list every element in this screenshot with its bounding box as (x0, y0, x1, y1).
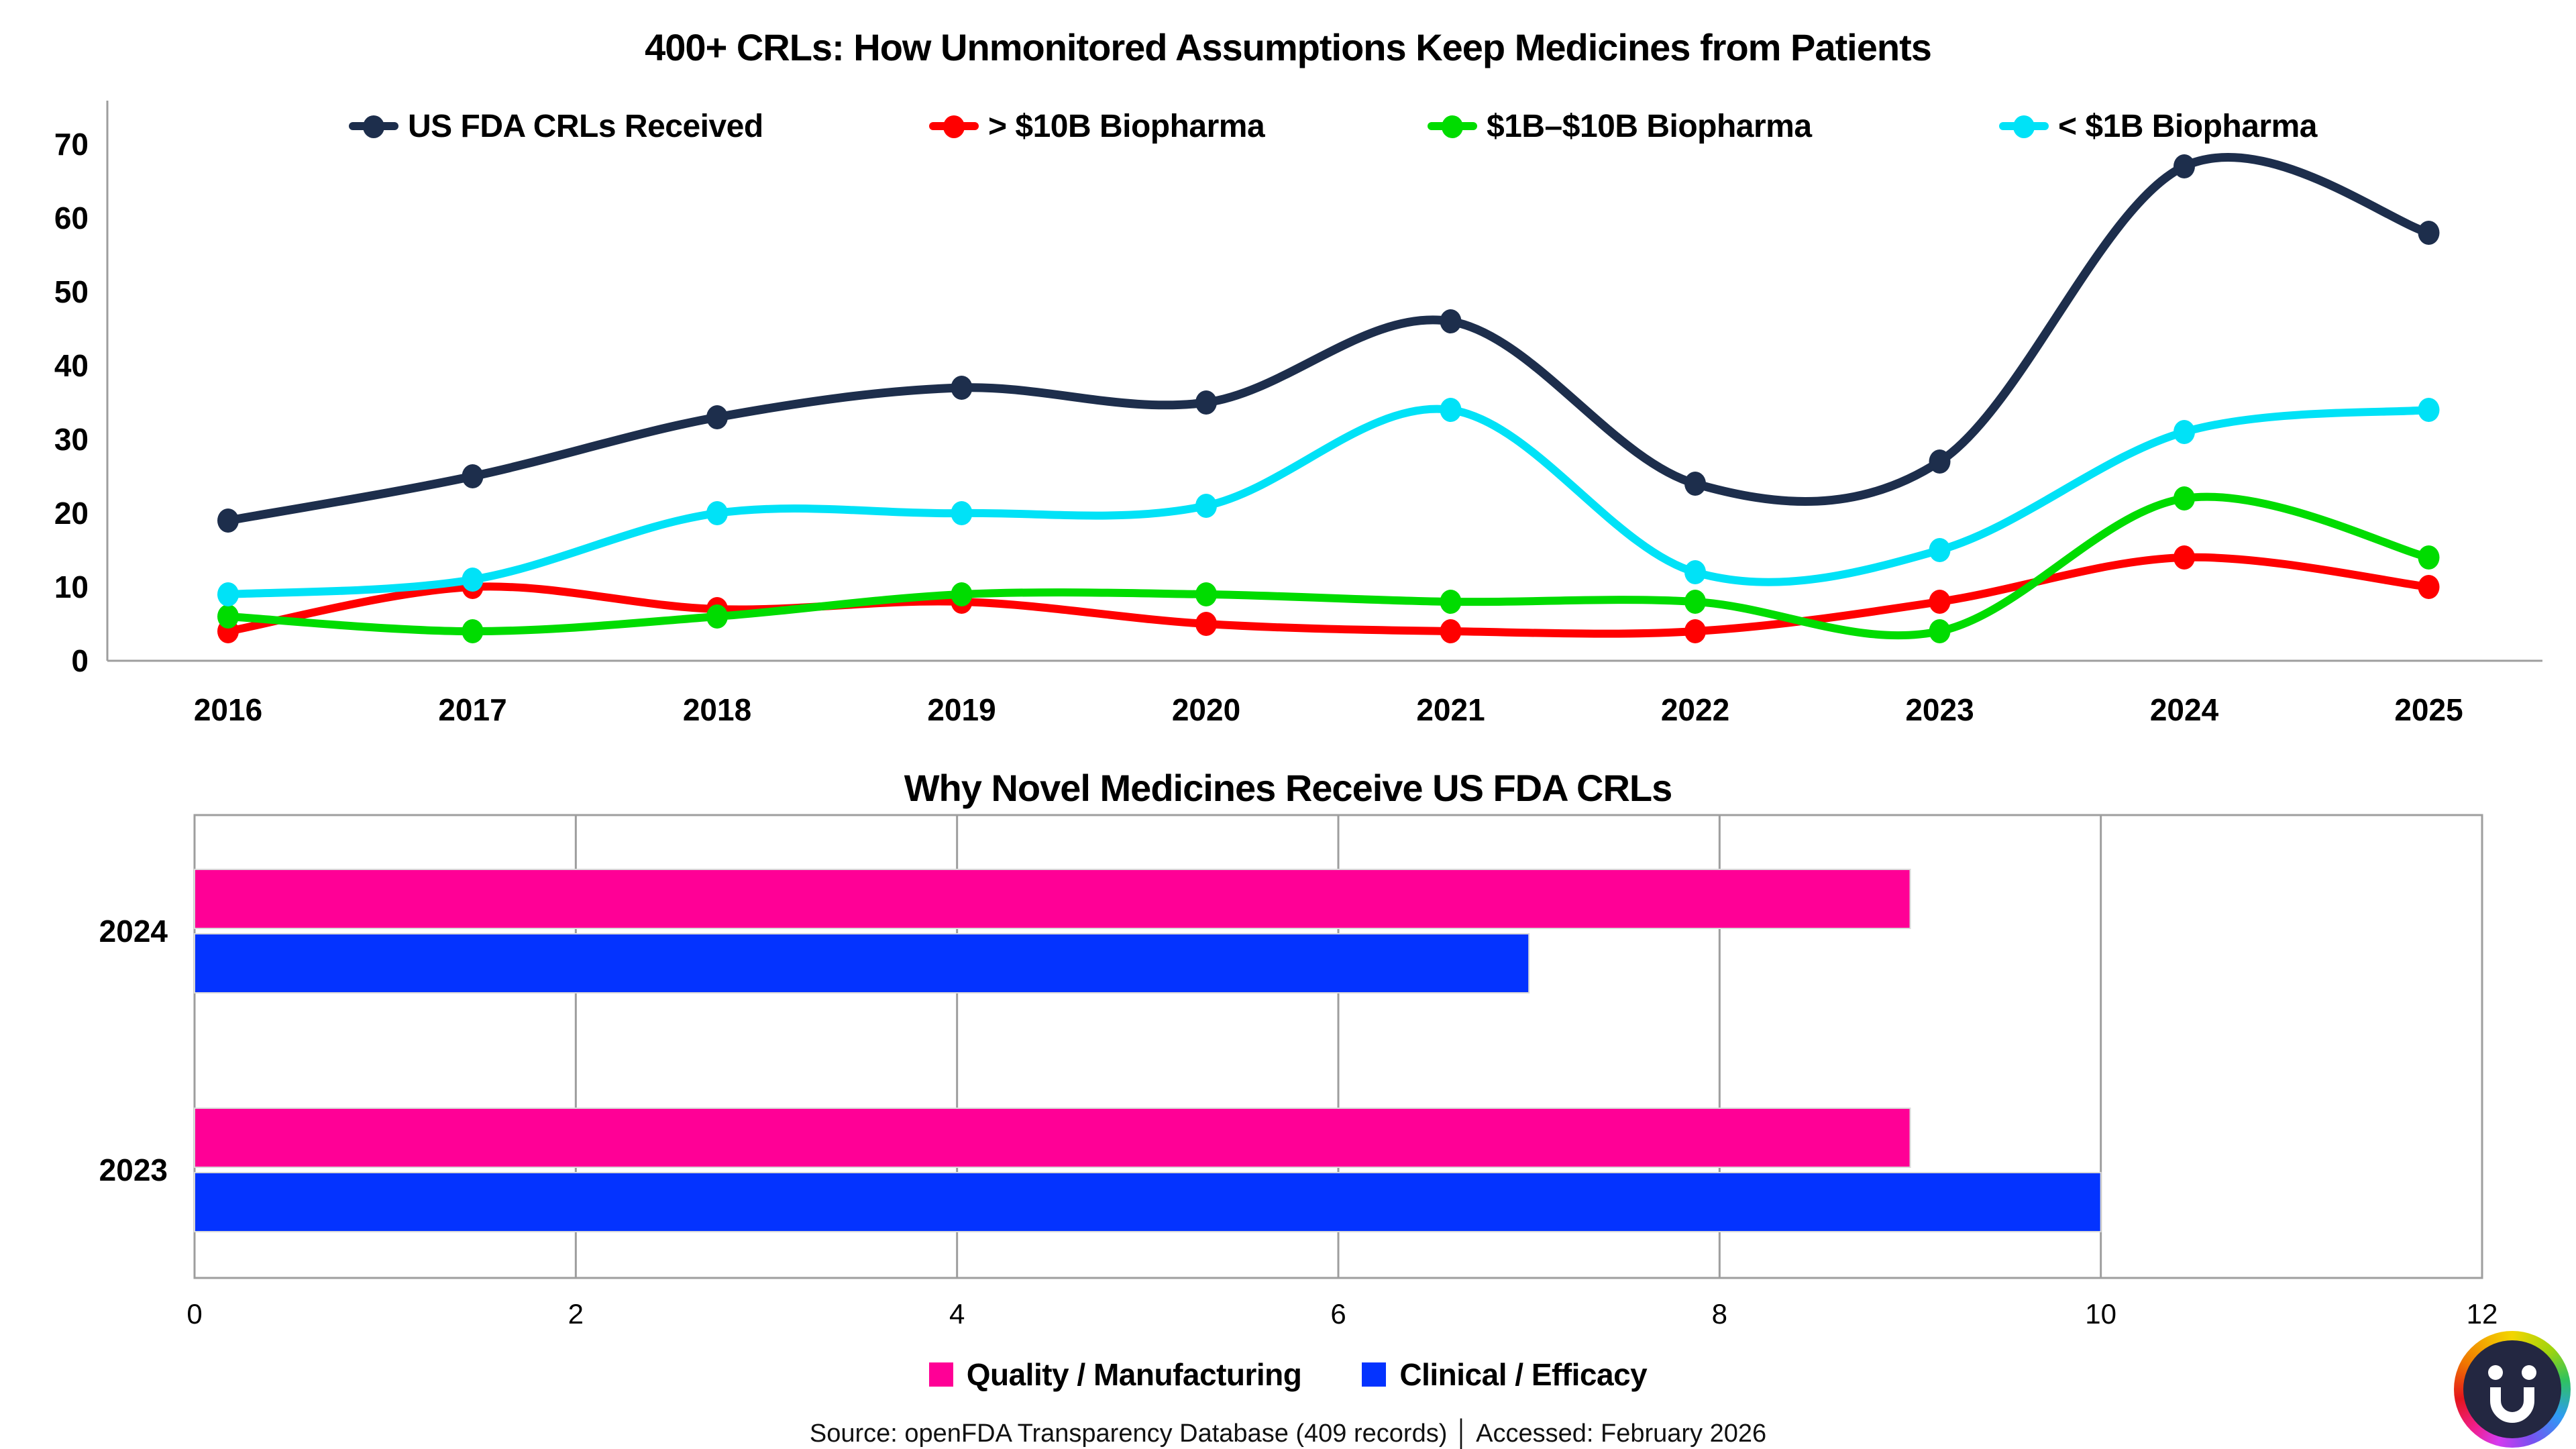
legend-label: < $1B Biopharma (2058, 108, 2317, 144)
line-ytick-50: 50 (54, 274, 89, 309)
line-dot-marker-icon (349, 111, 398, 141)
marker-s3-2021 (1440, 398, 1462, 422)
square-swatch-icon (1362, 1362, 1387, 1387)
line-dot-marker-icon (929, 111, 979, 141)
line-series-0 (223, 153, 2433, 525)
line-ytick-10: 10 (54, 570, 89, 604)
marker-s3-2016 (217, 582, 239, 606)
marker-s1-2021 (1440, 619, 1462, 643)
marker-s0-2022 (1684, 472, 1706, 496)
rainbow-ring-logo (2454, 1331, 2571, 1448)
line-ytick-40: 40 (54, 348, 89, 383)
marker-s2-2017 (462, 619, 484, 643)
marker-s1-2020 (1195, 612, 1217, 636)
bar-legend-item-1: Clinical / Efficacy (1362, 1356, 1648, 1393)
bar-2024-s1 (194, 933, 1530, 994)
marker-s0-2018 (706, 405, 728, 429)
marker-s2-2019 (951, 582, 973, 606)
marker-s0-2024 (2174, 154, 2195, 178)
marker-s3-2017 (462, 568, 484, 592)
bar-2023-s1 (194, 1172, 2102, 1232)
line-series-2 (224, 492, 2433, 640)
marker-s0-2017 (462, 464, 484, 488)
marker-s0-2025 (2418, 221, 2440, 245)
line-ytick-30: 30 (54, 422, 89, 457)
line-ytick-70: 70 (54, 127, 89, 162)
line-dot-marker-icon (1999, 111, 2049, 141)
bar-cat-2024: 2024 (99, 914, 168, 949)
marker-s2-2022 (1684, 590, 1706, 614)
marker-s0-2020 (1195, 390, 1217, 415)
line-xtick-2021: 2021 (1416, 692, 1485, 727)
bar-chart-legend: Quality / Manufacturing Clinical / Effica… (0, 1356, 2576, 1393)
marker-s0-2016 (217, 508, 239, 533)
legend-item-2: $1B–$10B Biopharma (1428, 106, 1812, 146)
marker-s2-2025 (2418, 545, 2440, 570)
marker-s3-2025 (2418, 398, 2440, 422)
bar-xtick-2: 2 (568, 1298, 584, 1330)
bar-2023-s0 (194, 1108, 1911, 1168)
legend-label: $1B–$10B Biopharma (1487, 108, 1812, 144)
line-xtick-2018: 2018 (682, 692, 752, 727)
legend-item-1: > $10B Biopharma (929, 106, 1265, 146)
line-xtick-2017: 2017 (438, 692, 507, 727)
bar-legend-label: Quality / Manufacturing (966, 1357, 1302, 1392)
marker-s2-2023 (1929, 619, 1951, 643)
bar-chart-plot (193, 814, 2483, 1279)
line-xtick-2023: 2023 (1905, 692, 1974, 727)
line-ytick-60: 60 (54, 201, 89, 235)
line-series-1 (224, 553, 2433, 638)
source-caption: Source: openFDA Transparency Database (4… (809, 1419, 1767, 1448)
legend-item-3: < $1B Biopharma (1999, 106, 2317, 146)
marker-s3-2023 (1929, 538, 1951, 562)
line-chart-plot (106, 101, 2542, 662)
bar-xtick-8: 8 (1711, 1298, 1727, 1330)
marker-s0-2019 (951, 376, 973, 400)
smiley-u-icon (2488, 1365, 2536, 1423)
marker-s1-2024 (2174, 545, 2195, 570)
marker-s3-2020 (1195, 494, 1217, 518)
line-xtick-2016: 2016 (193, 692, 263, 727)
bar-xtick-4: 4 (949, 1298, 965, 1330)
marker-s3-2022 (1684, 560, 1706, 584)
legend-item-0: US FDA CRLs Received (349, 106, 763, 146)
bar-xtick-12: 12 (2466, 1298, 2498, 1330)
line-dot-marker-icon (1428, 111, 1477, 141)
line-series-3 (224, 405, 2433, 598)
marker-s0-2023 (1929, 449, 1951, 474)
marker-s1-2022 (1684, 619, 1706, 643)
bar-xtick-0: 0 (186, 1298, 203, 1330)
bar-cat-2023: 2023 (99, 1152, 168, 1187)
bar-legend-item-0: Quality / Manufacturing (928, 1356, 1302, 1393)
marker-s3-2018 (706, 501, 728, 525)
marker-s1-2023 (1929, 590, 1951, 614)
line-xtick-2022: 2022 (1660, 692, 1730, 727)
line-xtick-2019: 2019 (927, 692, 996, 727)
line-xtick-2025: 2025 (2394, 692, 2463, 727)
bar-xtick-6: 6 (1330, 1298, 1346, 1330)
bar-legend-label: Clinical / Efficacy (1399, 1357, 1648, 1392)
marker-s3-2024 (2174, 420, 2195, 444)
bar-xtick-10: 10 (2085, 1298, 2117, 1330)
marker-s2-2024 (2174, 486, 2195, 511)
marker-s2-2020 (1195, 582, 1217, 606)
legend-label: > $10B Biopharma (988, 108, 1265, 144)
legend-label: US FDA CRLs Received (408, 108, 763, 144)
bar-chart-title: Why Novel Medicines Receive US FDA CRLs (904, 767, 1673, 809)
line-xtick-2024: 2024 (2149, 692, 2219, 727)
bar-2024-s0 (194, 869, 1911, 929)
marker-s1-2025 (2418, 575, 2440, 599)
marker-s2-2018 (706, 604, 728, 629)
line-chart-title: 400+ CRLs: How Unmonitored Assumptions K… (645, 26, 1932, 68)
marker-s3-2019 (951, 501, 973, 525)
marker-s0-2021 (1440, 309, 1462, 333)
line-ytick-20: 20 (54, 496, 89, 531)
marker-s2-2016 (217, 604, 239, 629)
line-ytick-0: 0 (71, 643, 89, 678)
line-xtick-2020: 2020 (1171, 692, 1241, 727)
marker-s2-2021 (1440, 590, 1462, 614)
square-swatch-icon (928, 1362, 953, 1387)
